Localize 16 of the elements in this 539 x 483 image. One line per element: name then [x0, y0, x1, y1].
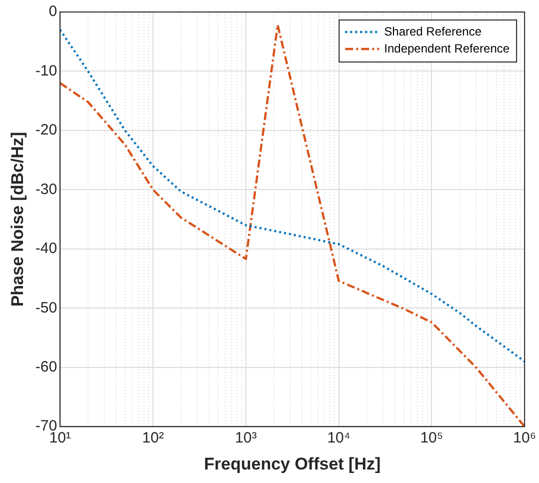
x-tick-label: 10⁵ [420, 430, 444, 447]
x-tick-label: 10⁴ [327, 430, 350, 447]
y-axis-title: Phase Noise [dBc/Hz] [8, 132, 27, 307]
legend-label: Shared Reference [384, 24, 482, 38]
y-tick-label: -60 [35, 358, 58, 376]
x-tick-label: 10² [142, 430, 164, 447]
x-axis-title: Frequency Offset [Hz] [204, 454, 381, 474]
y-tick-label: -50 [35, 299, 58, 316]
x-tick-label: 10³ [235, 430, 257, 447]
y-tick-label: 0 [48, 3, 58, 20]
y-tick-label: -40 [35, 240, 58, 258]
legend-label: Independent Reference [384, 41, 510, 56]
y-tick-label: -30 [35, 180, 58, 198]
y-tick-label: -10 [35, 62, 58, 80]
x-tick-label: 10⁶ [513, 430, 536, 447]
y-tick-label: -20 [35, 122, 58, 139]
